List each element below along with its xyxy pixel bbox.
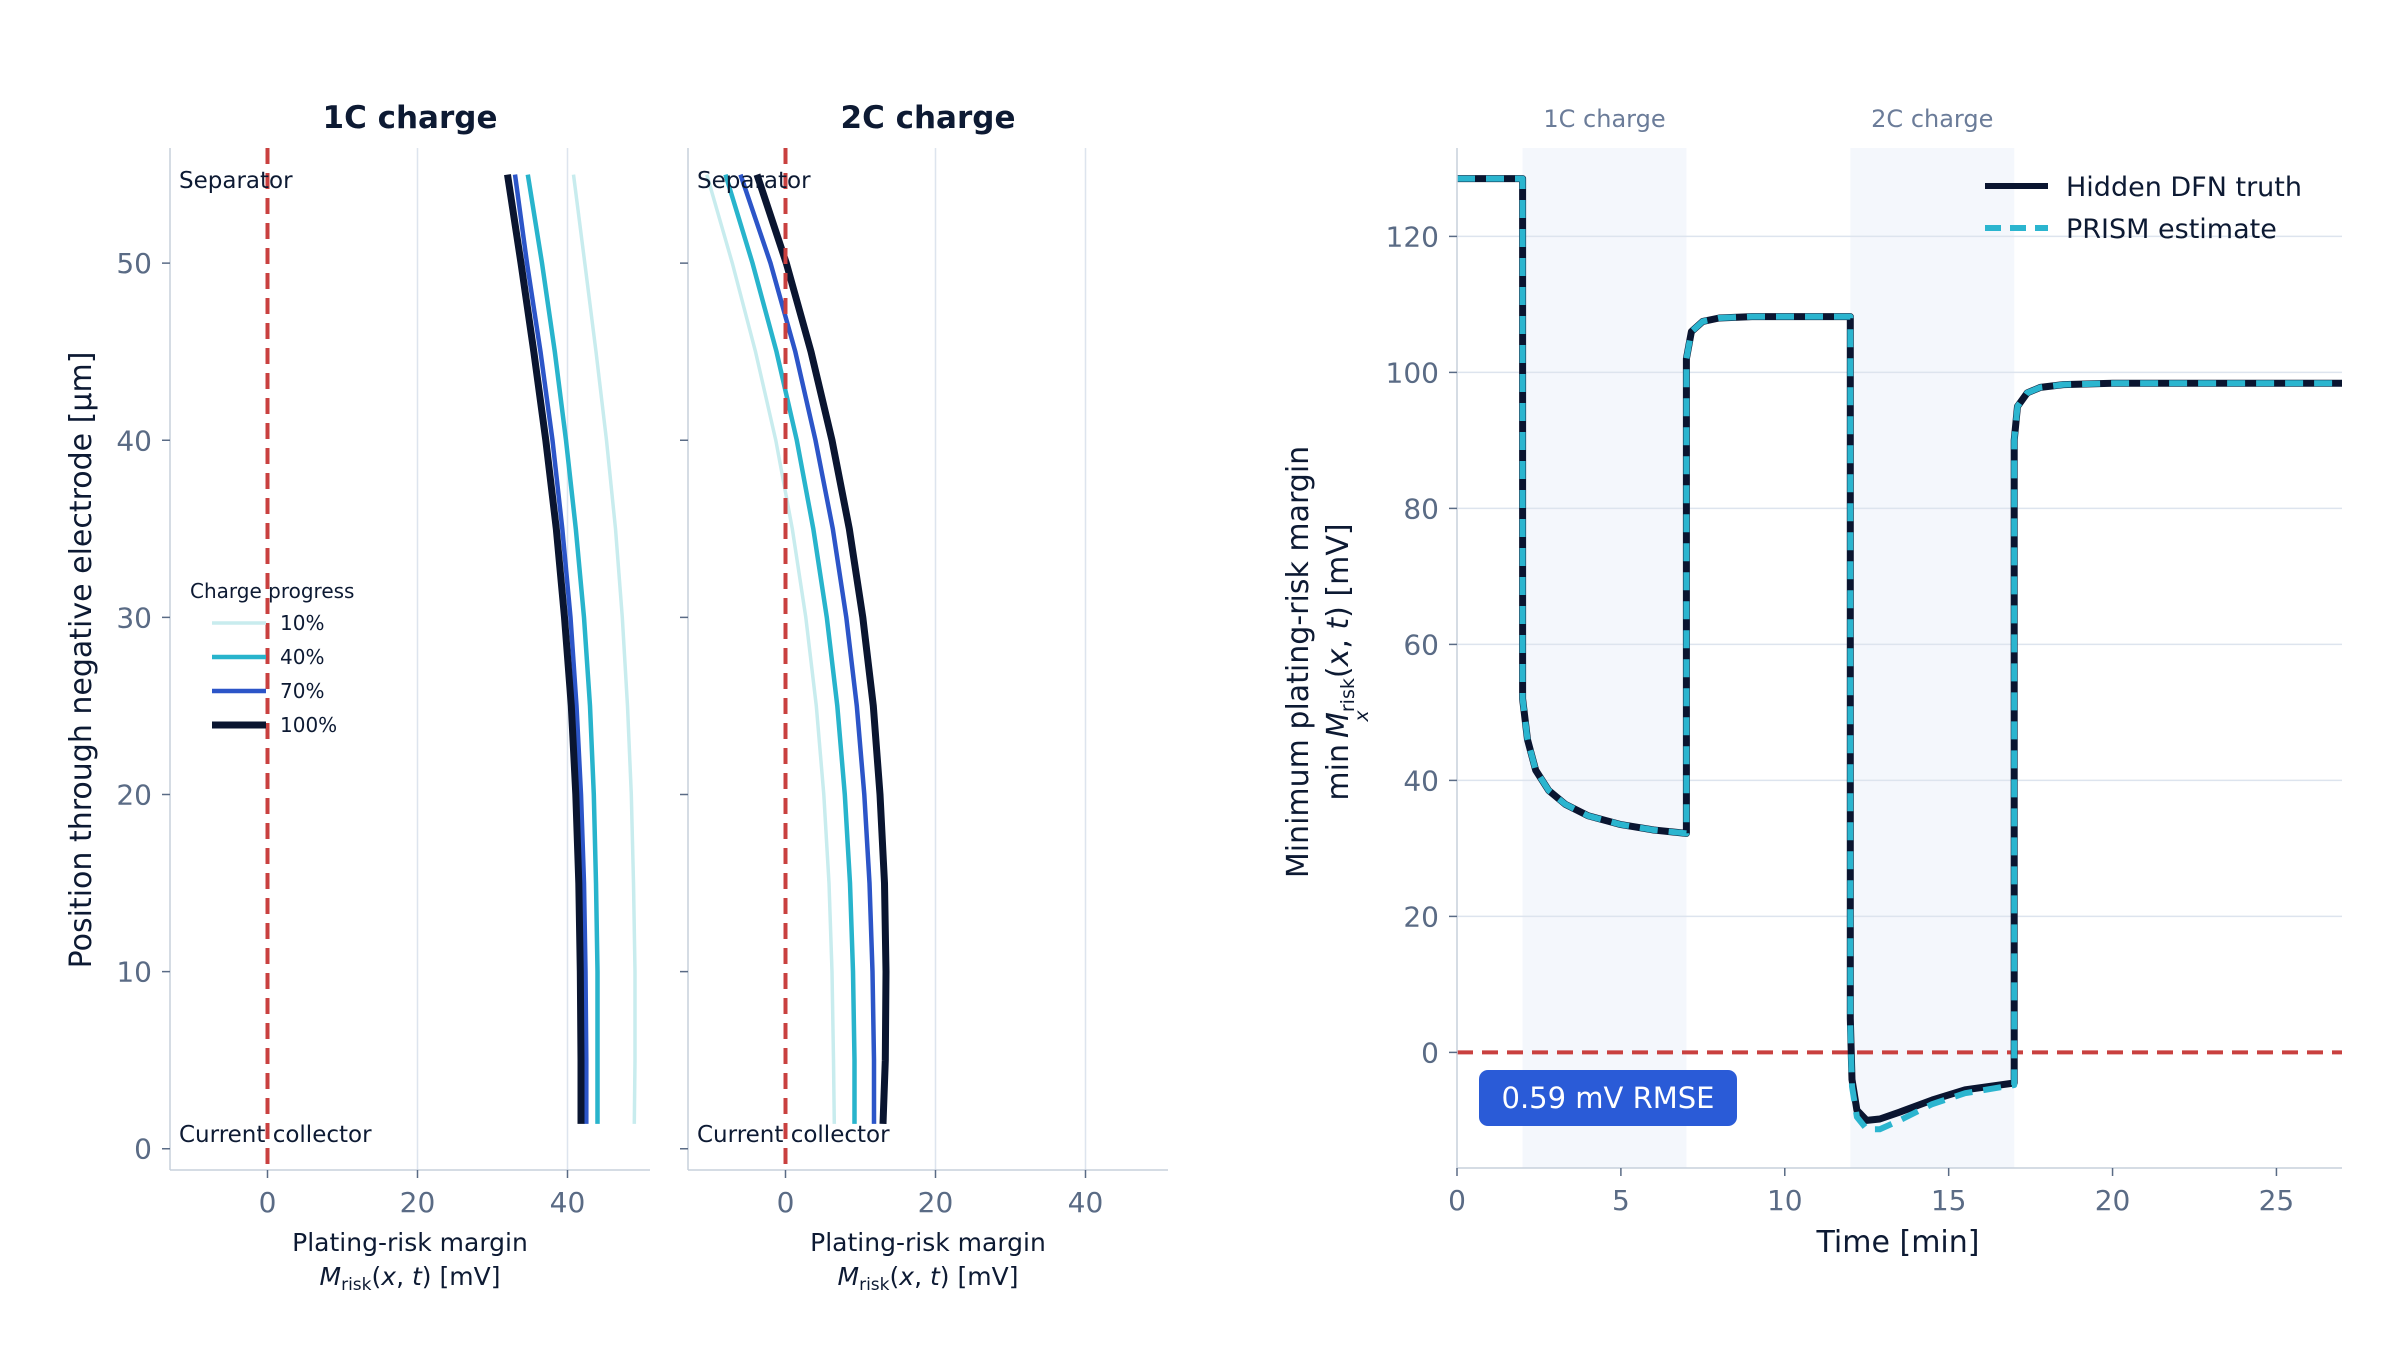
shaded-region bbox=[1850, 148, 2015, 1168]
p1-x-label-math: Mrisk(x, t) [mV] bbox=[320, 1262, 501, 1295]
time-series-legend: Hidden DFN truth PRISM estimate bbox=[1985, 172, 2302, 245]
x-tick-label: 0 bbox=[777, 1186, 795, 1219]
x-tick-label: 20 bbox=[2095, 1184, 2131, 1217]
p1-separator-label: Separator bbox=[179, 168, 293, 194]
p3-series-lines bbox=[1457, 175, 2342, 1133]
p1-y-label: Position through negative electrode [μm] bbox=[64, 352, 99, 969]
estimate-series-line bbox=[1457, 175, 2342, 1133]
p3-grid bbox=[1457, 235, 2342, 918]
series-line-10pct bbox=[571, 174, 637, 1124]
p2-title: 2C charge bbox=[841, 100, 1016, 136]
x-tick-label: 20 bbox=[918, 1186, 954, 1219]
rmse-badge-text: 0.59 mV RMSE bbox=[1502, 1081, 1715, 1115]
x-tick-label: 20 bbox=[400, 1186, 436, 1219]
y-tick-label: 80 bbox=[1403, 492, 1439, 525]
legend-title: Charge progress bbox=[190, 579, 354, 603]
series-line-40pct bbox=[723, 173, 857, 1124]
series-line-100pct bbox=[753, 173, 890, 1125]
p3-y-label-math: minMrisk(x, t) [mV] bbox=[1321, 523, 1359, 800]
p1-grid bbox=[416, 148, 569, 1170]
x-tick-label: 15 bbox=[1931, 1184, 1967, 1217]
y-tick-label: 60 bbox=[1403, 628, 1439, 661]
x-tick-label: 40 bbox=[1068, 1186, 1104, 1219]
y-tick-label: 40 bbox=[116, 424, 152, 457]
p2-grid bbox=[934, 148, 1087, 1170]
y-tick-label: 120 bbox=[1386, 220, 1439, 253]
charge-progress-legend: Charge progress 10% 40% 70% 100% bbox=[190, 579, 354, 737]
y-tick-label: 10 bbox=[116, 956, 152, 989]
panel-1c-profiles: 0 20 40 0 10 20 30 40 50 1C charge Separator Cu… bbox=[64, 100, 650, 1295]
y-tick-label: 40 bbox=[1403, 764, 1439, 797]
p1-x-label: Plating-risk margin bbox=[292, 1228, 528, 1257]
x-tick-label: 0 bbox=[1448, 1184, 1466, 1217]
x-tick-label: 40 bbox=[550, 1186, 586, 1219]
legend-label: PRISM estimate bbox=[2066, 214, 2277, 245]
y-tick-label: 20 bbox=[116, 778, 152, 811]
y-tick-label: 50 bbox=[116, 247, 152, 280]
p2-series-lines bbox=[705, 173, 890, 1125]
p3-y-label-group: Minimum plating-risk margin minMrisk(x, … bbox=[1281, 446, 1373, 878]
p2-x-ticks: 0 20 40 bbox=[777, 1170, 1104, 1219]
p3-y-label-subscript-x: x bbox=[1351, 710, 1373, 723]
y-tick-label: 100 bbox=[1386, 356, 1439, 389]
y-tick-label: 0 bbox=[134, 1133, 152, 1166]
series-line-70pct bbox=[512, 174, 589, 1124]
p2-current-collector-label: Current collector bbox=[697, 1122, 890, 1148]
shaded-region-label: 2C charge bbox=[1871, 105, 1993, 133]
y-tick-label: 30 bbox=[116, 601, 152, 634]
x-tick-label: 10 bbox=[1767, 1184, 1803, 1217]
series-line-40pct bbox=[525, 174, 600, 1124]
p3-y-ticks: 0 20 40 60 80 100 120 bbox=[1386, 220, 1457, 1069]
p1-x-ticks: 0 20 40 bbox=[259, 1170, 586, 1219]
y-tick-label: 20 bbox=[1403, 900, 1439, 933]
p1-series-lines bbox=[504, 174, 637, 1124]
p3-x-ticks: 0 5 10 15 20 25 bbox=[1448, 1168, 2294, 1217]
p3-x-label: Time [min] bbox=[1816, 1225, 1980, 1260]
x-tick-label: 25 bbox=[2259, 1184, 2295, 1217]
y-tick-label: 0 bbox=[1421, 1036, 1439, 1069]
p2-y-ticks bbox=[680, 262, 688, 1150]
x-tick-label: 0 bbox=[259, 1186, 277, 1219]
rmse-badge: 0.59 mV RMSE bbox=[1479, 1070, 1737, 1126]
legend-label: 70% bbox=[280, 679, 324, 703]
legend-label: Hidden DFN truth bbox=[2066, 172, 2302, 203]
legend-label: 100% bbox=[280, 713, 337, 737]
series-line-10pct bbox=[705, 174, 837, 1124]
panel-2c-profiles: 0 20 40 2C charge Separator Current collec… bbox=[680, 100, 1168, 1295]
p3-y-label: Minimum plating-risk margin bbox=[1281, 446, 1316, 878]
legend-label: 40% bbox=[280, 645, 324, 669]
series-line-70pct bbox=[738, 173, 877, 1124]
legend-label: 10% bbox=[280, 611, 324, 635]
shaded-region-label: 1C charge bbox=[1543, 105, 1665, 133]
p3-shaded-regions: 1C charge 2C charge bbox=[1522, 105, 2015, 1168]
p1-title: 1C charge bbox=[323, 100, 498, 136]
p1-current-collector-label: Current collector bbox=[179, 1122, 372, 1148]
x-tick-label: 5 bbox=[1612, 1184, 1630, 1217]
series-line-100pct bbox=[504, 174, 585, 1124]
p1-y-ticks: 0 10 20 30 40 50 bbox=[116, 247, 170, 1166]
shaded-region bbox=[1522, 148, 1687, 1168]
p2-separator-label: Separator bbox=[697, 168, 811, 194]
panel-time-series: 1C charge 2C charge 0 5 10 15 20 25 0 20 40 60 80 1… bbox=[1281, 105, 2342, 1260]
p2-x-label: Plating-risk margin bbox=[810, 1228, 1046, 1257]
p2-x-label-math: Mrisk(x, t) [mV] bbox=[838, 1262, 1019, 1295]
